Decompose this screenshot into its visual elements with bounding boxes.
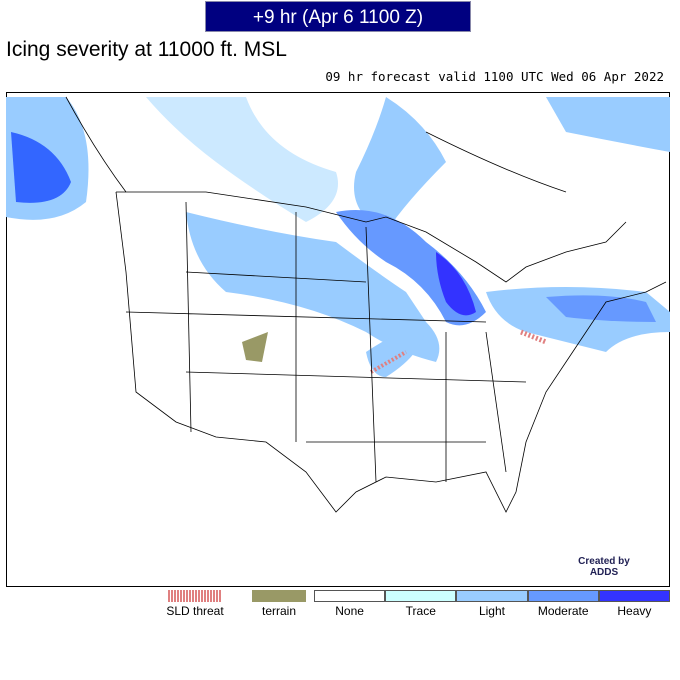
severity-swatch [598, 590, 670, 602]
terrain-label: terrain [261, 604, 296, 618]
severity-swatch [456, 590, 528, 602]
sld-threat-swatch [168, 590, 222, 602]
subtitle: 09 hr forecast valid 1100 UTC Wed 06 Apr… [325, 69, 664, 84]
severity-label: Moderate [537, 604, 589, 618]
severity-label: Trace [405, 604, 436, 618]
severity-label: Light [478, 604, 505, 618]
terrain-swatch [252, 590, 306, 602]
sld-threat-label: SLD threat [166, 604, 224, 618]
map [6, 92, 670, 587]
icing-areas [6, 97, 670, 377]
boundaries [65, 96, 667, 513]
severity-swatch [385, 590, 457, 602]
forecast-hour-header: +9 hr (Apr 6 1100 Z) [205, 1, 471, 32]
title: Icing severity at 11000 ft. MSL [6, 38, 287, 61]
severity-label: None [335, 604, 364, 618]
severity-label: Heavy [617, 604, 652, 618]
severity-swatch [527, 590, 599, 602]
credit: Created by ADDS [578, 556, 630, 578]
severity-swatch [314, 590, 386, 602]
